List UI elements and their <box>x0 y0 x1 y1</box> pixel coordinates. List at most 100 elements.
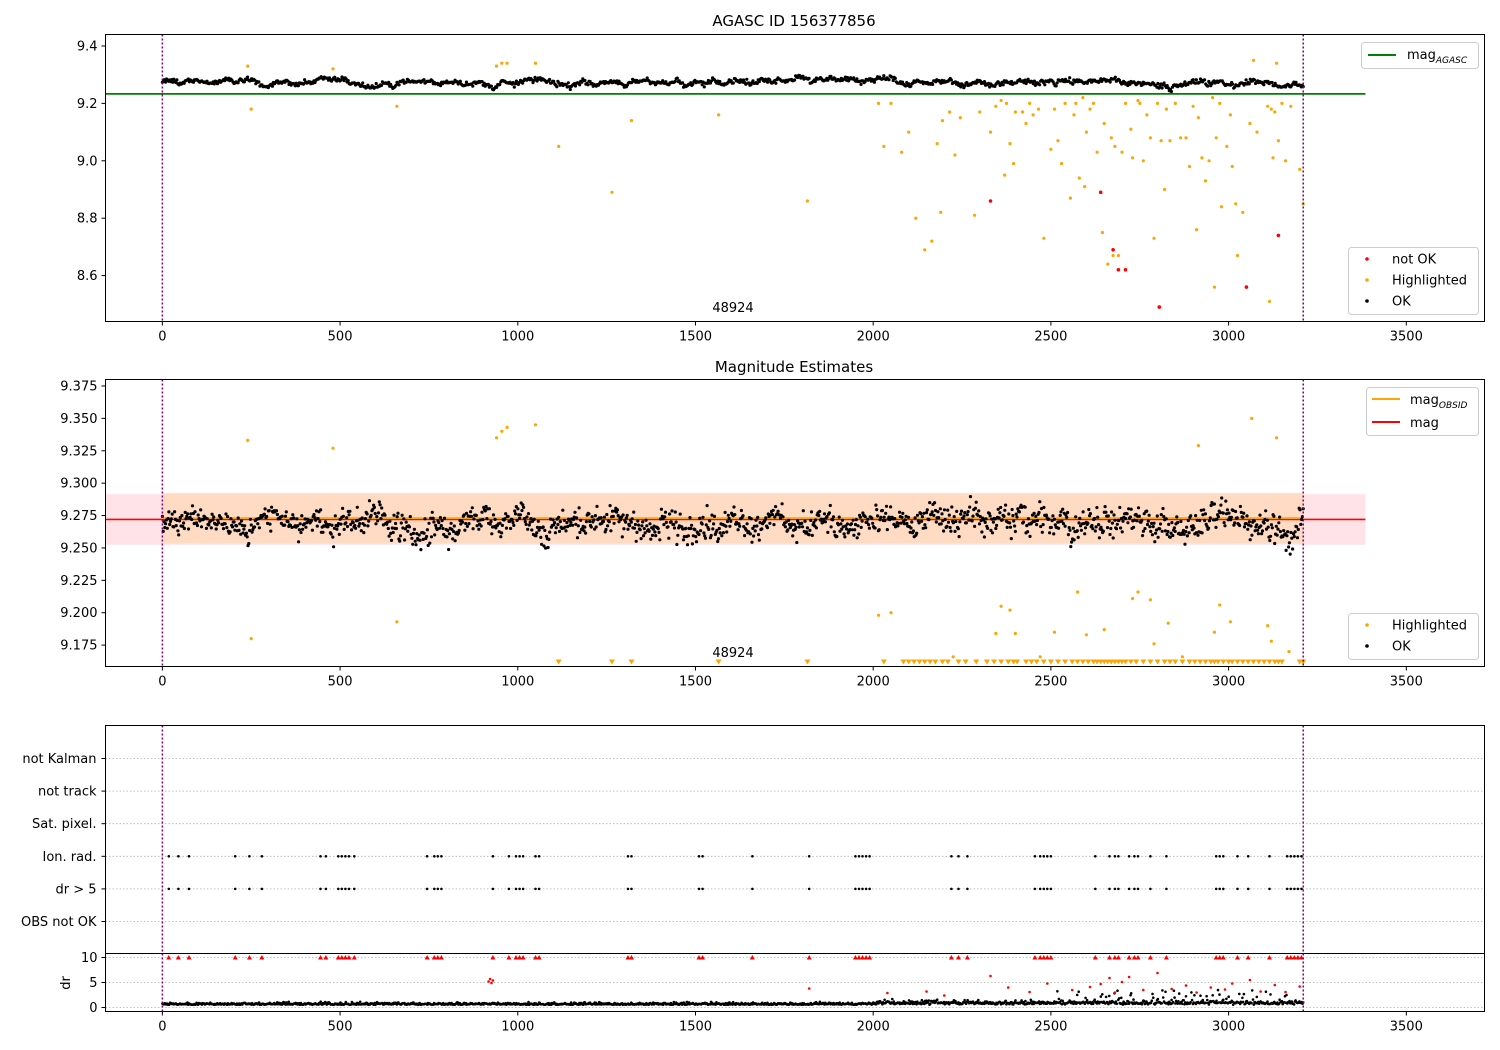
ok-point <box>1285 534 1289 538</box>
flag-point <box>1218 855 1221 858</box>
dr-point <box>1251 998 1255 1001</box>
below-limit-marker <box>1028 659 1035 665</box>
ok-point <box>283 523 287 527</box>
ok-point <box>548 530 552 534</box>
highlighted-point <box>331 67 335 71</box>
ok-point <box>831 515 836 519</box>
highlighted-point <box>1212 285 1216 289</box>
ok-point <box>1146 519 1150 523</box>
ok-point <box>907 82 911 86</box>
flag-point <box>1218 887 1221 891</box>
dr-point <box>1264 990 1268 993</box>
ok-point <box>262 512 266 516</box>
ok-point <box>625 513 629 517</box>
ok-point <box>1007 512 1011 516</box>
dr-capped-marker <box>852 955 858 960</box>
dr-point <box>963 998 966 1002</box>
ok-point <box>760 527 764 531</box>
dr-capped-marker <box>629 955 635 960</box>
highlighted-point <box>1088 107 1092 111</box>
dr-capped-marker <box>424 955 430 960</box>
highlighted-point <box>994 631 998 636</box>
ok-point <box>445 535 449 539</box>
dr-point <box>877 1002 880 1005</box>
flag-point <box>1285 887 1289 891</box>
y-tick-label: 9.350 <box>60 412 97 427</box>
ok-point <box>212 82 216 86</box>
ok-point <box>982 80 987 84</box>
dr-high-point <box>1170 987 1173 991</box>
ok-point <box>725 530 729 534</box>
flag-point <box>1214 855 1218 858</box>
ok-point <box>1121 519 1125 523</box>
flag-point <box>1268 855 1271 858</box>
ok-point <box>465 524 469 529</box>
below-limit-marker <box>1239 659 1246 665</box>
ok-point <box>950 505 954 509</box>
ok-point <box>874 503 878 507</box>
ok-point <box>1260 532 1264 536</box>
dr-point <box>1057 997 1061 1001</box>
ok-point <box>731 81 735 85</box>
ok-point <box>573 84 578 88</box>
ok-point <box>1192 526 1196 530</box>
ok-point <box>1094 525 1098 529</box>
ok-point <box>807 76 811 80</box>
ok-point <box>843 535 847 539</box>
ok-point <box>891 78 895 83</box>
highlighted-point <box>1052 630 1057 634</box>
ok-point <box>324 522 328 526</box>
highlighted-point <box>494 64 499 68</box>
highlighted-point <box>1109 136 1113 140</box>
ok-point <box>566 524 570 529</box>
dr-point <box>1101 993 1104 996</box>
ok-point <box>1278 515 1282 519</box>
ok-point <box>533 75 537 79</box>
highlighted-point <box>1228 113 1232 117</box>
dr-point <box>926 1001 930 1004</box>
ok-point <box>1079 528 1083 532</box>
ok-point <box>1255 523 1259 527</box>
ok-point <box>174 524 178 528</box>
ok-point <box>615 508 620 512</box>
ok-point <box>1154 528 1159 532</box>
flag-point <box>1149 887 1152 891</box>
ok-point <box>284 510 288 514</box>
ok-point <box>1013 524 1017 528</box>
ok-point <box>1057 520 1061 524</box>
ok-point <box>423 517 427 521</box>
ok-point <box>645 524 649 528</box>
ok-point <box>1293 530 1297 534</box>
dr-capped-marker <box>435 955 441 960</box>
ok-point <box>266 521 270 526</box>
ok-point <box>826 530 830 535</box>
ok-point <box>497 530 501 534</box>
ok-point <box>418 538 422 542</box>
ok-point <box>1148 525 1152 529</box>
ok-point <box>335 527 339 531</box>
flag-point <box>187 887 191 891</box>
ok-point <box>521 503 525 507</box>
ok-point <box>751 79 755 83</box>
dr-point <box>954 999 957 1003</box>
ok-point <box>1163 529 1167 533</box>
ok-point <box>349 522 353 527</box>
ok-point <box>1126 521 1130 525</box>
highlighted-point <box>1180 655 1184 659</box>
ok-point <box>1212 502 1216 506</box>
dr-capped-marker <box>517 955 523 960</box>
legend-lines: magOBSID mag <box>1366 387 1479 436</box>
ok-point <box>915 531 919 535</box>
ok-point <box>684 526 688 531</box>
highlighted-point <box>1184 136 1188 140</box>
ok-point <box>1165 84 1169 88</box>
ok-point <box>571 523 575 527</box>
ok-point <box>458 79 462 83</box>
ok-point <box>1038 83 1042 87</box>
below-limit-marker <box>1245 659 1252 665</box>
ok-point <box>990 531 995 535</box>
flag-point <box>1113 855 1117 858</box>
dr-high-point <box>1028 990 1031 994</box>
ok-point <box>939 522 943 526</box>
